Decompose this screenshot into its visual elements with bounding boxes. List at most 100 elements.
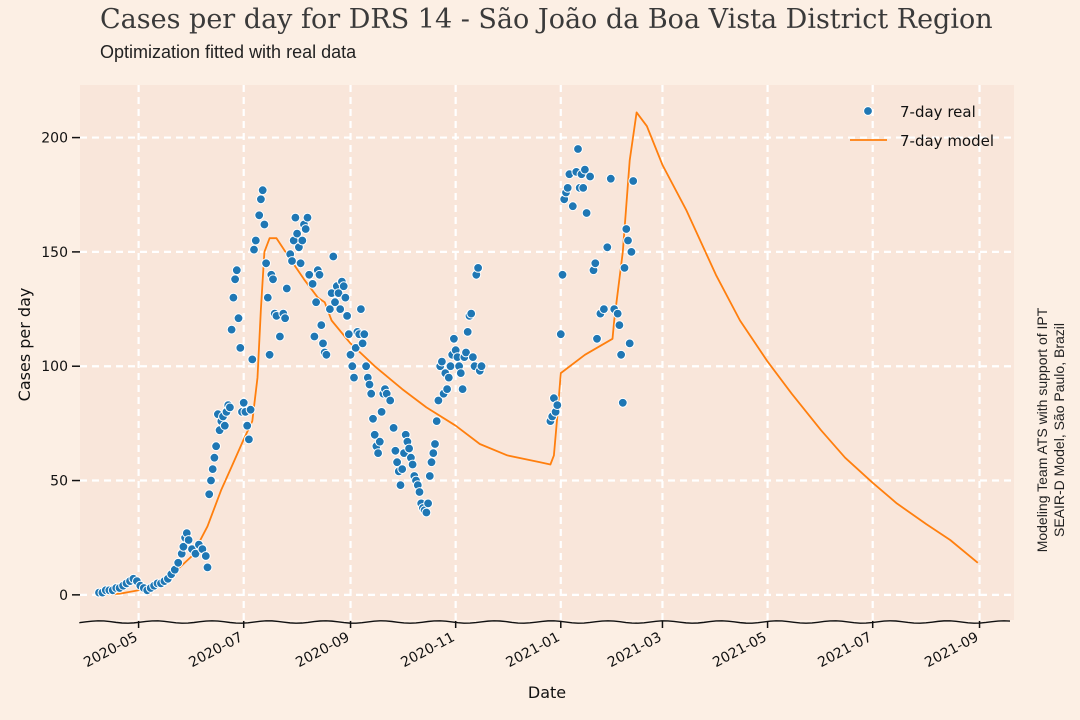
real-data-point bbox=[428, 448, 439, 459]
x-tick-label: 2020-07 bbox=[186, 629, 245, 671]
x-tick-label: 2021-05 bbox=[710, 629, 769, 671]
real-data-point bbox=[350, 343, 361, 353]
real-data-point bbox=[619, 263, 630, 273]
real-data-point bbox=[318, 338, 328, 349]
real-data-point bbox=[335, 304, 346, 315]
real-data-point bbox=[455, 368, 466, 379]
real-data-point bbox=[361, 361, 372, 372]
legend-model-label: 7-day model bbox=[900, 132, 994, 150]
real-data-point bbox=[473, 263, 484, 273]
real-data-point bbox=[366, 388, 377, 399]
real-data-point bbox=[431, 416, 442, 427]
real-data-point bbox=[250, 235, 261, 246]
real-data-point bbox=[345, 349, 356, 360]
real-data-point bbox=[300, 224, 311, 234]
chart-subtitle: Optimization fitted with real data bbox=[100, 42, 357, 62]
x-tick-label: 2021-03 bbox=[605, 629, 664, 671]
real-data-point bbox=[325, 304, 335, 315]
real-data-point bbox=[426, 457, 437, 468]
real-data-point bbox=[617, 397, 628, 408]
real-data-point bbox=[359, 329, 370, 340]
real-data-point bbox=[614, 320, 625, 331]
real-data-point bbox=[407, 459, 418, 470]
real-data-point bbox=[307, 279, 318, 289]
real-data-point bbox=[443, 372, 454, 383]
real-data-point bbox=[295, 258, 306, 269]
real-data-point bbox=[376, 407, 387, 417]
real-data-point bbox=[592, 333, 602, 344]
real-data-point bbox=[347, 361, 358, 372]
real-data-point bbox=[238, 397, 249, 408]
y-tick-label: 100 bbox=[41, 359, 68, 375]
x-axis-title: Date bbox=[528, 683, 566, 702]
real-data-point bbox=[567, 201, 578, 212]
real-data-point bbox=[616, 349, 626, 360]
real-data-point bbox=[457, 384, 468, 395]
real-data-point bbox=[437, 356, 447, 367]
x-tick-label: 2021-09 bbox=[922, 629, 981, 671]
real-data-point bbox=[466, 308, 477, 319]
real-data-point bbox=[624, 338, 635, 349]
real-data-point bbox=[207, 464, 218, 475]
real-data-point bbox=[421, 507, 432, 518]
real-data-point bbox=[261, 258, 272, 269]
real-data-point bbox=[390, 445, 401, 456]
real-data-point bbox=[442, 384, 453, 395]
real-data-point bbox=[280, 313, 291, 324]
real-data-point bbox=[424, 471, 435, 481]
y-tick-label: 0 bbox=[59, 588, 68, 604]
real-data-point bbox=[581, 208, 592, 218]
real-data-point bbox=[302, 212, 313, 223]
real-data-point bbox=[173, 557, 184, 568]
x-tick-label: 2021-07 bbox=[815, 629, 874, 671]
real-data-point bbox=[290, 212, 301, 223]
real-data-point bbox=[374, 436, 385, 447]
real-data-point bbox=[228, 292, 239, 303]
real-data-point bbox=[226, 324, 237, 335]
real-data-point bbox=[373, 448, 384, 459]
real-data-point bbox=[461, 347, 471, 358]
real-data-point bbox=[578, 183, 589, 193]
grid-lines bbox=[80, 85, 1014, 620]
real-data-point bbox=[304, 269, 315, 280]
real-data-point bbox=[316, 320, 327, 331]
real-data-point bbox=[262, 292, 273, 303]
chart-title: Cases per day for DRS 14 - São João da B… bbox=[100, 4, 993, 35]
real-data-point bbox=[343, 329, 354, 340]
real-data-point bbox=[573, 144, 583, 154]
legend: 7-day real 7-day model bbox=[850, 103, 994, 150]
real-data-point bbox=[340, 292, 351, 303]
real-data-point bbox=[626, 247, 637, 257]
real-data-point bbox=[231, 265, 242, 276]
real-data-point bbox=[257, 185, 268, 196]
real-data-point bbox=[254, 210, 265, 221]
real-data-point bbox=[449, 333, 459, 344]
real-data-point bbox=[599, 304, 609, 315]
real-data-point bbox=[590, 258, 601, 269]
real-data-point bbox=[338, 281, 349, 292]
real-data-point bbox=[314, 269, 325, 280]
real-data-point bbox=[557, 269, 568, 280]
plot-area bbox=[80, 85, 1014, 620]
legend-real-label: 7-day real bbox=[900, 103, 976, 121]
real-data-point bbox=[292, 228, 303, 239]
real-data-point bbox=[219, 420, 230, 431]
real-points-layer bbox=[94, 144, 639, 598]
x-tick-label: 2020-11 bbox=[398, 629, 457, 671]
real-data-point bbox=[268, 274, 278, 285]
real-data-point bbox=[204, 489, 215, 500]
real-data-point bbox=[404, 443, 415, 454]
real-data-point bbox=[602, 242, 613, 253]
real-data-point bbox=[476, 361, 487, 372]
real-data-point bbox=[333, 288, 344, 299]
real-data-point bbox=[397, 464, 408, 475]
x-tick-label: 2020-09 bbox=[293, 629, 352, 671]
real-data-point bbox=[369, 429, 380, 440]
real-data-point bbox=[202, 562, 213, 573]
real-data-point bbox=[356, 304, 366, 315]
real-data-point bbox=[200, 551, 211, 561]
real-data-point bbox=[430, 439, 440, 449]
real-data-point bbox=[242, 420, 253, 431]
real-data-point bbox=[385, 395, 396, 406]
